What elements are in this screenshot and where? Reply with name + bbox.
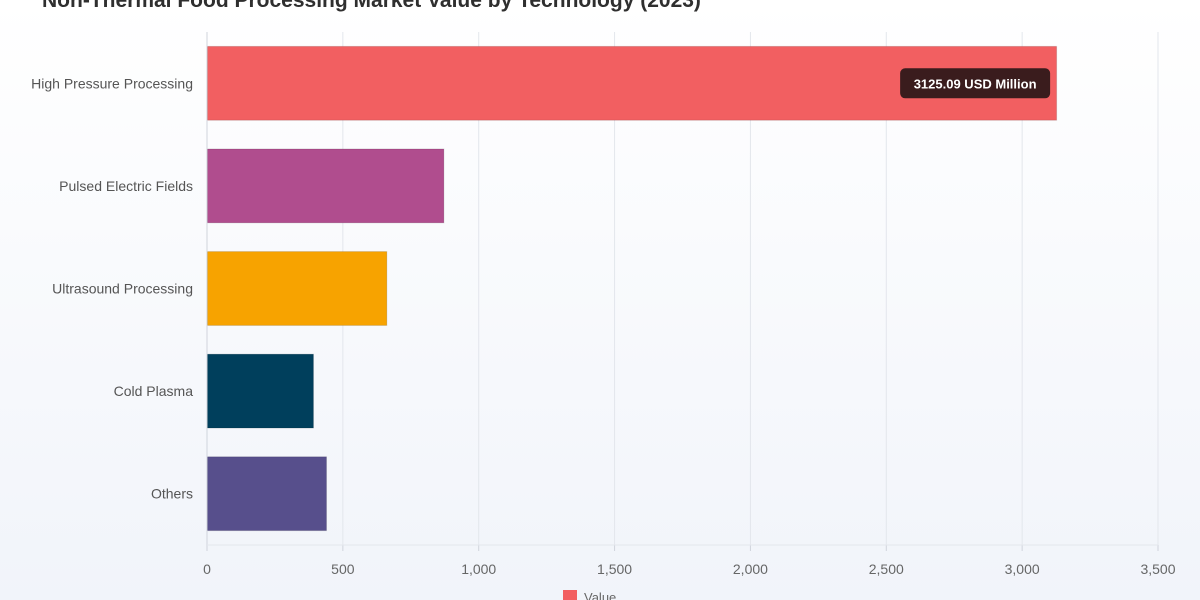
tooltip: 3125.09 USD Million [900,68,1051,99]
bar-pulsed-electric-fields[interactable] [207,148,445,224]
x-tick-label: 0 [203,561,211,577]
legend-swatch[interactable] [563,590,577,600]
y-category-label: Pulsed Electric Fields [59,178,193,194]
y-category-label: Others [151,486,193,502]
tooltip-box [900,68,1051,99]
x-tick-label: 2,000 [733,561,768,577]
chart-title: Non-Thermal Food Processing Market Value… [42,0,701,12]
x-tick-label: 3,500 [1140,561,1175,577]
x-tick-label: 3,000 [1005,561,1040,577]
x-tick-label: 2,500 [869,561,904,577]
y-category-label: Ultrasound Processing [52,281,193,297]
bar-cold-plasma[interactable] [207,353,314,429]
y-category-label: Cold Plasma [114,383,194,399]
bars [207,45,1058,532]
axes [206,32,1159,551]
x-tick-label: 1,500 [597,561,632,577]
y-category-label: High Pressure Processing [31,75,193,91]
bar-others[interactable] [207,456,328,532]
x-tick-label: 500 [331,561,355,577]
legend-label[interactable]: Value [584,590,616,600]
labels: 0 500 1,000 1,500 2,000 2,500 3,000 3,500 High P… [31,75,1176,577]
bar-ultrasound-processing[interactable] [207,251,388,326]
tooltip-text: 3125.09 USD Million [914,76,1037,91]
x-tick-label: 1,000 [461,561,496,577]
legend: Value [563,590,616,600]
